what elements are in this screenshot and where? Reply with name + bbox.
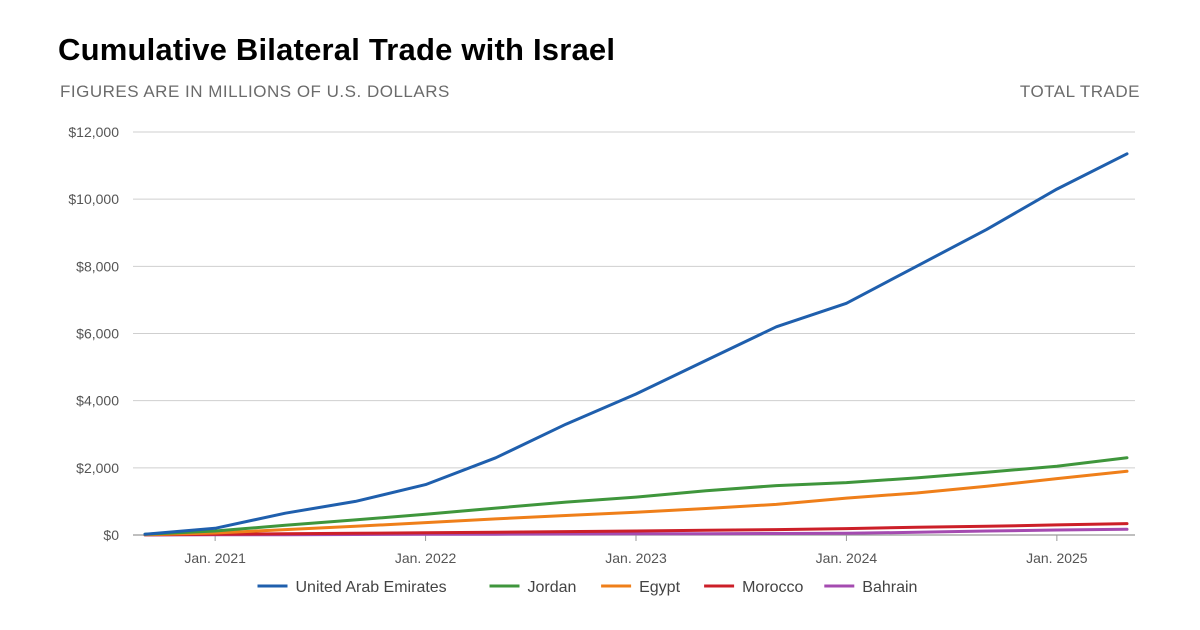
- chart-subtitle: FIGURES ARE IN MILLIONS OF U.S. DOLLARS: [60, 82, 450, 101]
- y-tick-label: $10,000: [68, 191, 119, 207]
- legend-item-united-arab-emirates: United Arab Emirates: [257, 579, 447, 596]
- chart-title: Cumulative Bilateral Trade with Israel: [58, 32, 616, 67]
- series-line-morocco: [143, 522, 1129, 537]
- y-tick-label: $2,000: [76, 460, 119, 476]
- x-tick-label: Jan. 2022: [395, 550, 457, 566]
- x-tick-label: Jan. 2021: [184, 550, 246, 566]
- legend-label: Jordan: [528, 579, 577, 596]
- y-tick-label: $0: [103, 527, 119, 543]
- grid-lines: [133, 131, 1135, 536]
- y-axis-ticks: $0 $2,000 $4,000 $6,000 $8,000 $10,000 $12,000: [68, 124, 119, 543]
- y-tick-label: $8,000: [76, 258, 119, 274]
- series-line-united-arab-emirates: [143, 152, 1129, 536]
- y-tick-label: $4,000: [76, 393, 119, 409]
- legend-label: Bahrain: [862, 579, 917, 596]
- y-tick-label: $12,000: [68, 124, 119, 140]
- legend-label: Morocco: [742, 579, 803, 596]
- legend-item-egypt: Egypt: [601, 579, 681, 596]
- x-tick-label: Jan. 2025: [1026, 550, 1088, 566]
- legend-label: Egypt: [639, 579, 680, 596]
- legend: United Arab Emirates Jordan Egypt Morocco Ba…: [257, 579, 917, 596]
- legend-item-jordan: Jordan: [489, 579, 577, 596]
- total-trade-label: TOTAL TRADE: [1019, 82, 1140, 101]
- x-tick-label: Jan. 2024: [816, 550, 878, 566]
- series-line-jordan: [143, 456, 1129, 536]
- legend-label: United Arab Emirates: [296, 579, 447, 596]
- x-tick-label: Jan. 2023: [605, 550, 667, 566]
- series-line-egypt: [143, 469, 1129, 537]
- y-tick-label: $6,000: [76, 326, 119, 342]
- legend-item-bahrain: Bahrain: [824, 579, 917, 596]
- x-axis-ticks: Jan. 2021 Jan. 2022 Jan. 2023 Jan. 2024 Jan.…: [184, 535, 1088, 566]
- series-lines: [143, 152, 1129, 537]
- legend-item-morocco: Morocco: [704, 579, 804, 596]
